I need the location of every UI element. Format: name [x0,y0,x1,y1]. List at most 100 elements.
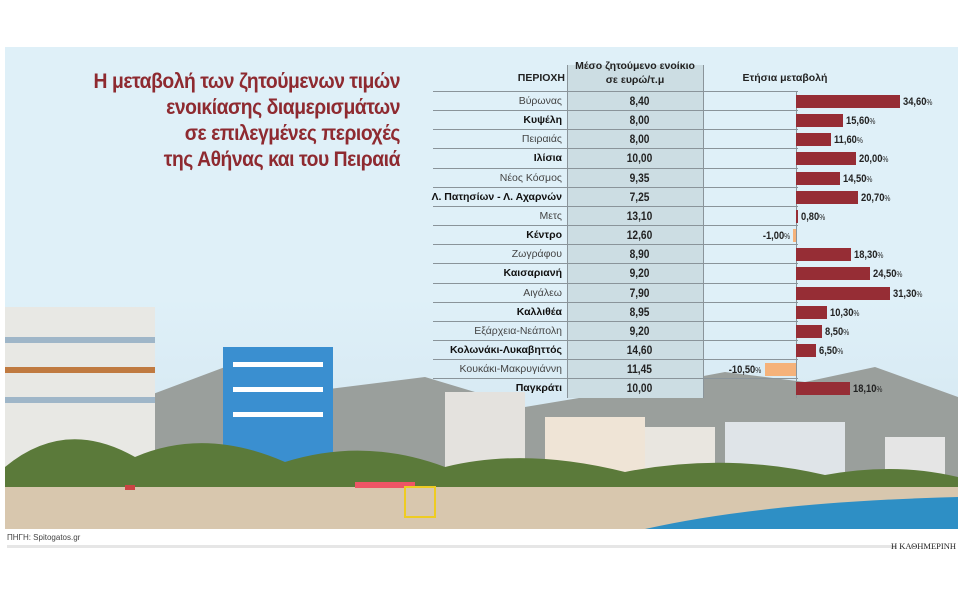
percent-unit: % [916,289,923,299]
bar-positive [796,114,843,128]
table-row: Βύρωνας 8,40 [433,91,798,111]
area-name: Ζωγράφου [511,248,562,261]
table-row: Αιγάλεω 7,90 [433,282,798,303]
header-rent-line: σε ευρώ/τ.μ [605,74,665,86]
change-label: -1,00% [763,230,790,243]
bar-positive [796,324,822,338]
change-value: 10,30 [829,306,854,319]
bar-positive [796,190,859,204]
footer-rule [7,545,897,548]
change-value: 31,30 [892,287,917,300]
percent-unit: % [877,251,884,261]
change-label: 31,30% [893,288,922,301]
table-row: Πειραιάς 8,00 [433,129,798,149]
table-row: Ζωγράφου 8,90 [433,244,798,264]
change-label: 10,30% [830,307,859,320]
change-value: 11,60 [833,134,857,147]
change-label: 34,60% [903,96,932,109]
change-value: -1,00 [762,230,784,243]
rent-value: 14,60 [626,342,653,357]
rent-value: 7,90 [629,285,650,300]
bar-negative [793,229,796,243]
change-value: 24,50 [872,268,896,281]
table-row: Κέντρο 12,60 [433,225,798,245]
table-row: Καισαριανή 9,20 [433,263,798,283]
area-name: Παγκράτι [515,382,562,395]
rent-value: 10,00 [626,151,653,166]
header-change: Ετήσια μεταβολή [742,72,828,84]
percent-unit: % [895,270,902,280]
rent-value: 8,90 [629,247,650,262]
change-value: -10,50 [728,364,756,377]
change-value: 0,80 [801,210,820,223]
area-name: Πειραιάς [521,133,562,146]
source-note: ΠΗΓΗ: Spitogatos.gr [7,533,81,542]
change-value: 15,60 [845,115,870,128]
area-name: Ιλίσια [533,152,562,165]
table-row: Νέος Κόσμος 9,35 [433,167,798,188]
table-row: Εξάρχεια-Νεάπολη 9,20 [433,320,798,341]
rent-value: 8,40 [629,94,650,108]
change-label: 14,50% [843,173,872,186]
bar-positive [796,133,831,147]
bar-negative [764,363,796,377]
rent-value: 8,00 [629,132,650,147]
publisher-logo: Η ΚΑΘΗΜΕΡΙΝΗ [890,541,956,551]
change-label: 6,50% [819,345,843,358]
bar-positive [796,171,840,185]
bar-positive [796,382,851,396]
area-name: Κέντρο [526,229,562,242]
bar-positive [796,286,890,300]
percent-unit: % [853,308,860,318]
title-line: σε επιλεγμένες περιοχές [184,122,401,145]
change-value: 20,00 [859,153,883,166]
area-name: Βύρωνας [518,95,562,107]
percent-unit: % [869,117,876,127]
value-column-shade [567,65,703,398]
percent-unit: % [882,155,889,165]
rent-value: 8,00 [629,113,650,128]
rent-value: 7,25 [629,189,650,204]
table-row: Ιλίσια 10,00 [433,148,798,168]
percent-unit: % [783,232,790,242]
table-row: Κολωνάκι-Λυκαβηττός 14,60 [433,339,798,360]
percent-unit: % [926,98,933,107]
header-area: ΠΕΡΙΟΧΗ [517,72,565,84]
table-row: Παγκράτι 10,00 [433,378,798,398]
divider [567,65,568,398]
percent-unit: % [884,193,891,203]
table-row: Λ. Πατησίων - Λ. Αχαρνών 7,25 [431,186,798,207]
bar-positive [796,343,816,357]
percent-unit: % [842,327,849,337]
change-label: 15,60% [846,115,875,128]
table-row: Καλλιθέα 8,95 [433,301,798,322]
percent-unit: % [836,346,843,356]
change-label: 0,80% [801,211,825,224]
change-label: 20,70% [861,192,890,205]
area-name: Εξάρχεια-Νεάπολη [474,324,562,337]
percent-unit: % [755,366,762,376]
bar-positive [796,152,856,166]
rent-value: 9,35 [629,170,650,185]
area-name: Νέος Κόσμος [499,171,562,184]
rent-value: 9,20 [629,323,650,338]
rent-value: 11,45 [627,362,652,377]
change-value: 18,10 [853,383,877,396]
header-rent-line: Μέσο ζητούμενο ενοίκιο [575,60,695,72]
change-label: 8,50% [825,326,849,339]
percent-unit: % [856,136,863,146]
rent-value: 13,10 [626,208,653,223]
area-name: Λ. Πατησίων - Λ. Αχαρνών [431,190,562,203]
change-label: 18,30% [854,249,883,262]
bar-positive [796,305,827,319]
percent-unit: % [865,174,872,184]
table-row: Κυψέλη 8,00 [433,110,798,130]
title-line: ενοικίασης διαμερισμάτων [166,96,400,119]
chart-title: Η μεταβολή των ζητούμενων τιμών ενοικίασ… [46,69,401,173]
infographic-panel: Η μεταβολή των ζητούμενων τιμών ενοικίασ… [5,47,958,529]
area-name: Καισαριανή [503,267,562,280]
change-label: 20,00% [859,153,888,166]
table-row: Κουκάκι-Μακρυγιάννη 11,45 [433,359,798,379]
table-row: Μετς 13,10 [433,205,798,226]
rent-value: 9,20 [629,266,650,281]
